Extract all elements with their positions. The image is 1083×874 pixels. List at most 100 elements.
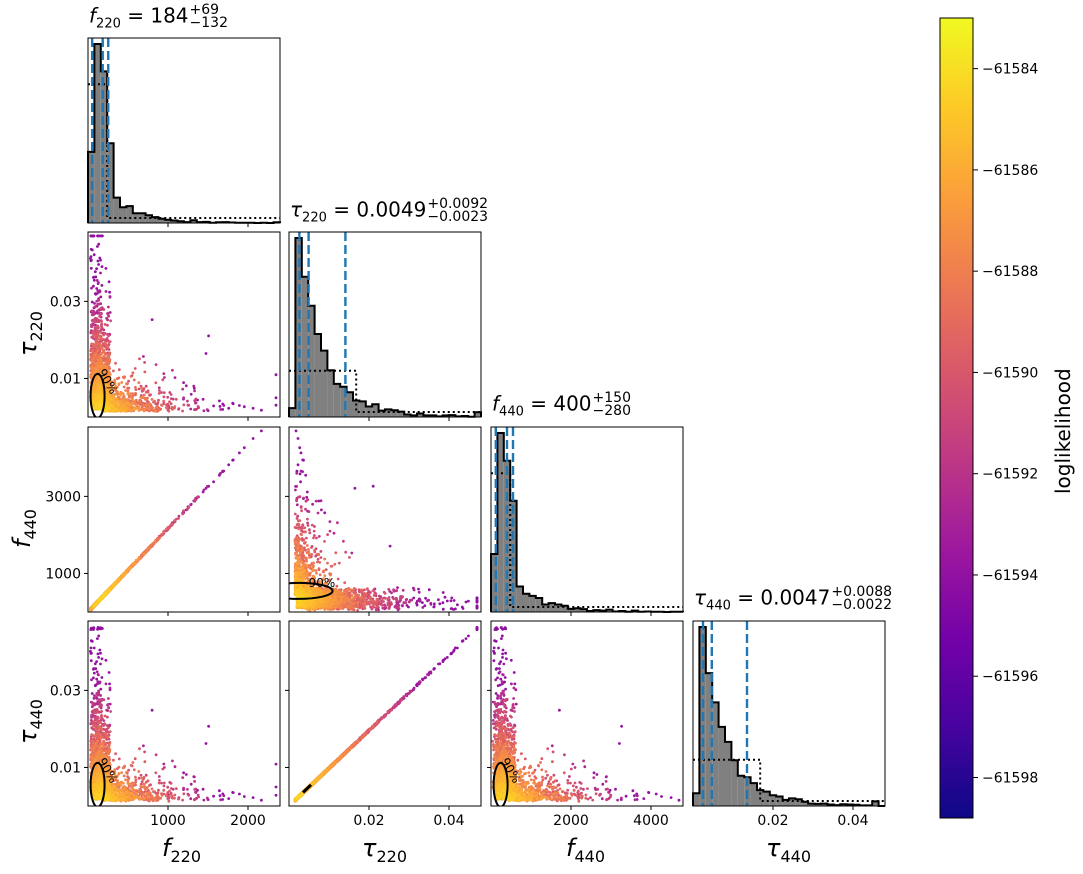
scatter-point	[192, 384, 196, 388]
scatter-point	[156, 537, 159, 541]
scatter-point	[102, 308, 106, 311]
scatter-point	[103, 341, 107, 345]
scatter-point	[98, 358, 102, 362]
scatter-point	[160, 404, 164, 407]
scatter-point	[121, 573, 125, 577]
scatter-point	[156, 401, 160, 405]
scatter-point	[113, 382, 117, 385]
scatter-point	[94, 398, 98, 402]
scatter-point	[89, 266, 93, 270]
scatter-point	[137, 381, 141, 384]
scatter-point	[96, 364, 100, 368]
scatter-point	[260, 408, 263, 412]
scatter-point	[169, 402, 173, 405]
scatter-point	[119, 392, 122, 396]
scatter-point	[134, 398, 138, 402]
scatter-point	[107, 314, 110, 318]
scatter-point	[111, 408, 115, 412]
scatter-point	[100, 337, 104, 340]
scatter-point	[193, 389, 197, 393]
scatter-point	[161, 378, 165, 382]
scatter-point	[192, 386, 196, 390]
scatter-point	[158, 408, 162, 412]
scatter-point	[107, 388, 111, 392]
scatter-point	[118, 400, 122, 404]
scatter-point	[132, 378, 136, 382]
scatter-point	[169, 393, 173, 396]
scatter-point	[102, 376, 106, 379]
scatter-point	[96, 326, 100, 329]
scatter-point	[121, 375, 125, 379]
scatter-point	[94, 323, 97, 327]
scatter-point	[107, 348, 111, 351]
scatter-point	[131, 398, 135, 402]
scatter-point	[117, 368, 121, 371]
scatter-point	[131, 371, 135, 375]
scatter-point	[177, 517, 180, 520]
scatter-point	[205, 408, 209, 411]
scatter-point	[98, 392, 102, 395]
scatter-point	[126, 392, 130, 396]
scatter-point	[158, 389, 161, 392]
scatter-point	[144, 384, 148, 388]
scatter-point	[162, 391, 166, 395]
scatter-point	[181, 387, 185, 391]
scatter-point	[97, 281, 100, 284]
scatter-point	[157, 386, 161, 390]
scatter-point	[142, 387, 146, 390]
scatter-point	[95, 267, 98, 271]
scatter-point	[166, 402, 170, 406]
scatter-point	[132, 401, 136, 405]
scatter-point	[92, 276, 95, 279]
scatter-point	[274, 396, 278, 400]
scatter-point	[90, 370, 94, 373]
scatter-point	[90, 300, 94, 304]
scatter-point	[93, 366, 97, 370]
scatter-point	[98, 290, 102, 293]
scatter-point	[93, 302, 96, 305]
scatter-point	[93, 270, 97, 274]
scatter-point	[114, 361, 117, 365]
scatter-point	[99, 330, 103, 334]
scatter-point	[112, 369, 115, 373]
scatter-point	[193, 399, 197, 402]
scatter-point	[124, 389, 127, 392]
scatter-point	[109, 319, 112, 323]
scatter-point	[91, 349, 95, 353]
scatter-point	[98, 389, 102, 392]
scatter-point	[92, 334, 96, 338]
scatter-point	[137, 387, 141, 391]
scatter-point	[154, 363, 158, 366]
scatter-point	[149, 543, 153, 547]
scatter-point	[125, 400, 128, 404]
scatter-point	[164, 406, 168, 409]
scatter-point	[145, 549, 148, 552]
scatter-point	[107, 366, 111, 370]
scatter-point	[107, 375, 110, 379]
scatter-point	[92, 360, 95, 364]
scatter-point	[96, 245, 99, 248]
scatter-point	[91, 363, 95, 367]
scatter-point	[96, 346, 100, 350]
scatter-point	[164, 527, 168, 531]
scatter-point	[124, 406, 128, 410]
scatter-point	[227, 463, 231, 467]
scatter-point	[122, 385, 126, 389]
scatter-point	[99, 234, 103, 238]
scatter-point	[96, 302, 99, 306]
scatter-point	[168, 391, 172, 394]
scatter-point	[111, 397, 115, 400]
scatter-point	[97, 263, 100, 266]
scatter-point	[143, 396, 147, 400]
scatter-point	[181, 512, 185, 516]
scatter-point	[122, 398, 126, 402]
scatter-point	[242, 446, 246, 450]
scatter-point	[117, 408, 121, 412]
scatter-point	[222, 469, 226, 473]
scatter-point	[238, 451, 241, 455]
scatter-point	[96, 292, 99, 295]
scatter-point	[92, 386, 96, 390]
scatter-point	[134, 388, 138, 391]
scatter-point	[105, 316, 108, 320]
